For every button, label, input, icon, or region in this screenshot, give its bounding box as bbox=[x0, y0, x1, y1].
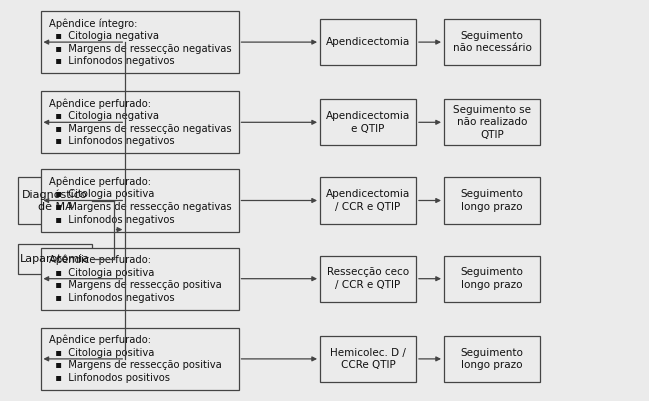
Text: Seguimento
longo prazo: Seguimento longo prazo bbox=[461, 348, 523, 370]
FancyBboxPatch shape bbox=[444, 336, 540, 382]
Text: Apendicectomia
/ CCR e QTIP: Apendicectomia / CCR e QTIP bbox=[326, 189, 410, 212]
Text: Seguimento
longo prazo: Seguimento longo prazo bbox=[461, 189, 523, 212]
Text: Laparotomia: Laparotomia bbox=[20, 254, 90, 263]
FancyBboxPatch shape bbox=[40, 11, 239, 73]
Text: Diagnóstico
de MA: Diagnóstico de MA bbox=[22, 189, 88, 212]
FancyBboxPatch shape bbox=[40, 91, 239, 154]
Text: Apêndice íntegro:
  ▪  Citologia negativa
  ▪  Margens de ressecção negativas
  : Apêndice íntegro: ▪ Citologia negativa ▪… bbox=[49, 18, 232, 66]
FancyBboxPatch shape bbox=[40, 328, 239, 390]
FancyBboxPatch shape bbox=[40, 248, 239, 310]
Text: Apêndice perfurado:
  ▪  Citologia positiva
  ▪  Margens de ressecção positiva
 : Apêndice perfurado: ▪ Citologia positiva… bbox=[49, 255, 222, 303]
FancyBboxPatch shape bbox=[444, 19, 540, 65]
Text: Seguimento
longo prazo: Seguimento longo prazo bbox=[461, 267, 523, 290]
FancyBboxPatch shape bbox=[18, 243, 93, 273]
FancyBboxPatch shape bbox=[320, 177, 416, 224]
Text: Ressecção ceco
/ CCR e QTIP: Ressecção ceco / CCR e QTIP bbox=[327, 267, 409, 290]
FancyBboxPatch shape bbox=[320, 19, 416, 65]
FancyBboxPatch shape bbox=[444, 256, 540, 302]
FancyBboxPatch shape bbox=[444, 99, 540, 146]
FancyBboxPatch shape bbox=[444, 177, 540, 224]
Text: Apendicectomia
e QTIP: Apendicectomia e QTIP bbox=[326, 111, 410, 134]
FancyBboxPatch shape bbox=[40, 169, 239, 232]
FancyBboxPatch shape bbox=[320, 99, 416, 146]
Text: Apêndice perfurado:
  ▪  Citologia positiva
  ▪  Margens de ressecção positiva
 : Apêndice perfurado: ▪ Citologia positiva… bbox=[49, 335, 222, 383]
Text: Seguimento se
não realizado
QTIP: Seguimento se não realizado QTIP bbox=[453, 105, 531, 140]
FancyBboxPatch shape bbox=[18, 177, 93, 224]
Text: Apêndice perfurado:
  ▪  Citologia positiva
  ▪  Margens de ressecção negativas
: Apêndice perfurado: ▪ Citologia positiva… bbox=[49, 176, 232, 225]
Text: Hemicolec. D /
CCRe QTIP: Hemicolec. D / CCRe QTIP bbox=[330, 348, 406, 370]
Text: Seguimento
não necessário: Seguimento não necessário bbox=[452, 31, 532, 53]
Text: Apendicectomia: Apendicectomia bbox=[326, 37, 410, 47]
Text: Apêndice perfurado:
  ▪  Citologia negativa
  ▪  Margens de ressecção negativas
: Apêndice perfurado: ▪ Citologia negativa… bbox=[49, 98, 232, 146]
FancyBboxPatch shape bbox=[320, 256, 416, 302]
FancyBboxPatch shape bbox=[320, 336, 416, 382]
